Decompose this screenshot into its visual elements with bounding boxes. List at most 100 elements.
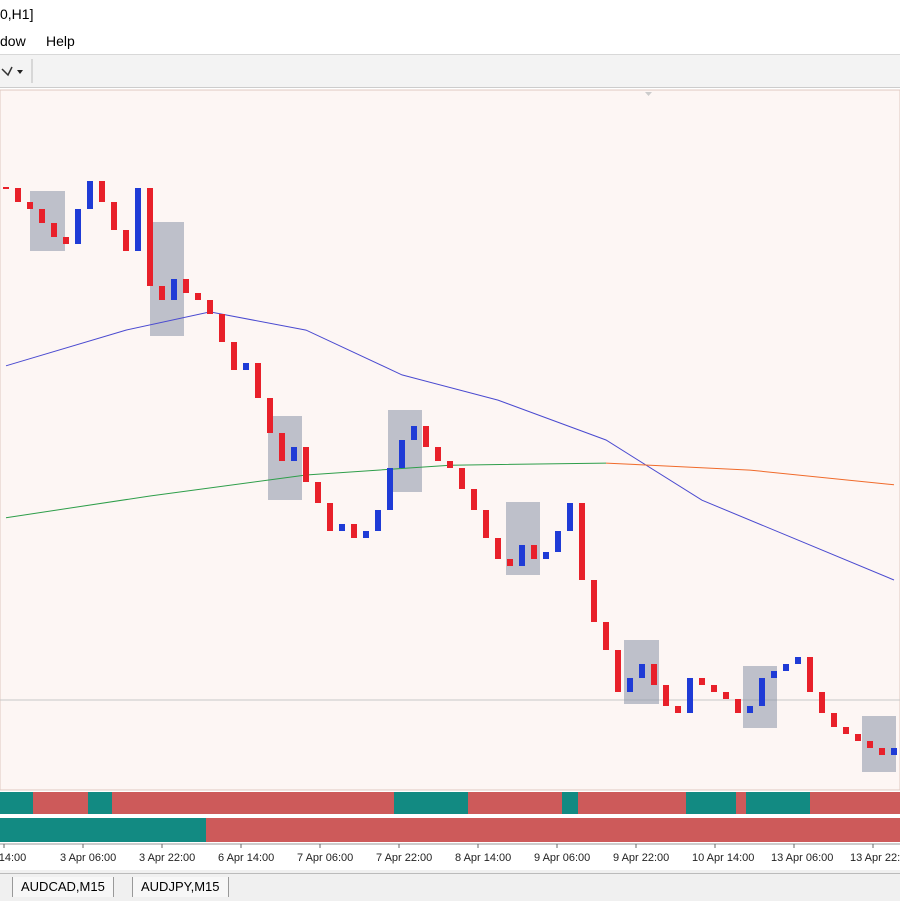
title-bar: 0,H1] [0,0,900,28]
candle [327,503,333,531]
chart: r 14:00 3 Apr 06:00 3 Apr 22:00 6 Apr 14:00… [0,89,900,864]
candle [807,657,813,692]
shift-marker [645,92,652,96]
candle [363,531,369,538]
candle [351,524,357,538]
candle [795,657,801,664]
candle [183,279,189,293]
candle [471,489,477,510]
toolbar [0,55,900,88]
candle [111,202,117,230]
time-label: 3 Apr 22:00 [139,852,195,864]
candle [627,678,633,692]
time-label: 13 Apr 22: [850,852,900,864]
candle [231,342,237,370]
candle [63,237,69,244]
candle [147,188,153,286]
candle [771,671,777,678]
candle [819,692,825,713]
candle [747,706,753,713]
candle [255,363,261,398]
candle [591,580,597,622]
candle [447,461,453,468]
candle [243,363,249,370]
candle [855,734,861,741]
candle [759,678,765,706]
zones [30,191,896,772]
candle [555,531,561,552]
candle [615,650,621,692]
candle [435,447,441,461]
candle [123,230,129,251]
window-title: 0,H1] [0,6,34,22]
candle [723,692,729,699]
candle [75,209,81,244]
candle [699,678,705,685]
candle [891,748,897,755]
candle [15,188,21,202]
candle [495,538,501,559]
time-label: 7 Apr 22:00 [376,852,432,864]
candle [207,300,213,314]
candle [675,706,681,713]
candle [171,279,177,300]
candle [135,188,141,251]
candle [639,664,645,678]
candle [387,468,393,510]
candle [399,440,405,468]
time-label: 13 Apr 06:00 [771,852,833,864]
candle [99,181,105,202]
candle [603,622,609,650]
candle [39,209,45,223]
time-label: 3 Apr 06:00 [60,852,116,864]
menu-item[interactable]: Help [46,33,75,49]
candle [831,713,837,727]
time-label: 7 Apr 06:00 [297,852,353,864]
candle [663,685,669,706]
tab-bar: AUDCAD,M15 AUDJPY,M15 [0,873,900,901]
candle [315,482,321,503]
candle [735,699,741,713]
menu-bar: dow Help [0,28,900,55]
candle [531,545,537,559]
candle [219,314,225,342]
time-label: 9 Apr 06:00 [534,852,590,864]
candle [711,685,717,692]
time-label: 6 Apr 14:00 [218,852,274,864]
candle [411,426,417,440]
time-label: r 14:00 [0,852,26,864]
time-label: 8 Apr 14:00 [455,852,511,864]
candle [279,433,285,461]
candle [483,510,489,538]
candle [195,293,201,300]
menu-item[interactable]: dow [0,33,26,49]
indicator-strip-2 [0,818,900,842]
candle [267,398,273,433]
candle [291,447,297,461]
candle [423,426,429,447]
indicator-strip-1 [0,792,900,814]
candle [519,545,525,566]
moving-average [605,462,895,486]
candle [507,559,513,566]
candle [87,181,93,209]
candle [843,727,849,734]
candle [159,286,165,300]
candle [783,664,789,671]
moving-average [5,311,895,581]
candle [339,524,345,531]
candle [687,678,693,713]
candle [459,468,465,489]
toolbar-icons[interactable] [0,55,40,87]
candle [27,202,33,209]
candle [51,223,57,237]
chart-tab[interactable]: AUDJPY,M15 [132,877,229,897]
candle [303,447,309,482]
chart-tab[interactable]: AUDCAD,M15 [12,877,114,897]
candle [375,510,381,531]
candle [579,503,585,580]
candle [3,187,9,189]
chart-area: r 14:00 3 Apr 06:00 3 Apr 22:00 6 Apr 14:00… [0,88,900,870]
candle [543,552,549,559]
